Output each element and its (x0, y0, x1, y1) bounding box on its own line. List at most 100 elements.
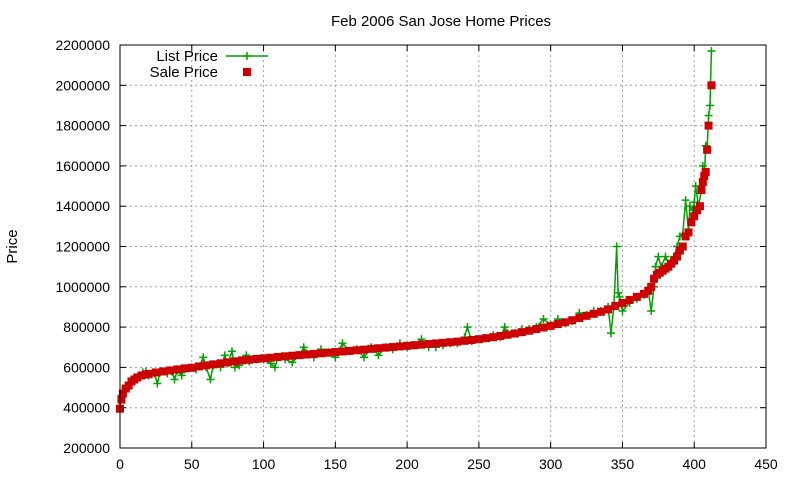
sale-price-point (417, 340, 426, 349)
sale-price-point (309, 349, 318, 358)
legend: List Price Sale Price (150, 48, 268, 81)
sale-price-point (672, 252, 681, 261)
list-price-point (685, 202, 694, 211)
sale-price-point (159, 367, 168, 376)
x-tick-label: 350 (611, 456, 635, 472)
sale-price-point (698, 178, 707, 187)
list-price-point (463, 323, 472, 332)
list-price-point (227, 347, 236, 356)
sale-price-point (338, 347, 347, 356)
sale-price-point (352, 346, 361, 355)
sale-price-point (223, 358, 232, 367)
list-price-point (606, 329, 615, 338)
sale-price-point (403, 341, 412, 350)
list-price-point (704, 111, 713, 120)
y-tick-label: 600000 (63, 359, 110, 375)
plot-frame (119, 44, 767, 449)
list-price-point (691, 182, 700, 191)
sale-price-point (281, 352, 290, 361)
sale-price-point (675, 246, 684, 255)
sale-price-point (684, 228, 693, 237)
sale-price-point (700, 171, 709, 180)
sale-price-point (482, 334, 491, 343)
list-price-point (170, 375, 179, 384)
legend-swatch-sale-price (243, 68, 251, 76)
sale-price-point (647, 282, 656, 291)
list-price-point (654, 252, 663, 261)
sale-price-point (324, 348, 333, 357)
y-tick-label: 1800000 (55, 118, 110, 134)
list-price-point (153, 379, 162, 388)
sale-price-point (517, 328, 526, 337)
sale-price-point (133, 373, 142, 382)
sale-price-point (678, 242, 687, 251)
sale-price-point (302, 350, 311, 359)
sale-price-point (596, 307, 605, 316)
list-price-point (661, 252, 670, 261)
list-price-point (500, 323, 509, 332)
list-price-point (220, 351, 229, 360)
sale-price-point (693, 206, 702, 215)
y-tick-label: 1600000 (55, 158, 110, 174)
sale-price-point (180, 364, 189, 373)
sale-price-point (453, 337, 462, 346)
list-price-point (338, 339, 347, 348)
sale-price-point (144, 369, 153, 378)
sale-price-point (252, 354, 261, 363)
sale-price-point (644, 286, 653, 295)
sale-price-point (424, 340, 433, 349)
sale-price-point (670, 256, 679, 265)
chart-title: Feb 2006 San Jose Home Prices (331, 13, 551, 30)
sale-price-point (202, 361, 211, 370)
sale-price-point (124, 381, 133, 390)
sale-price-point (118, 389, 127, 398)
sale-price-point (360, 345, 369, 354)
y-tick-label: 2200000 (55, 37, 110, 53)
sale-price-point (687, 218, 696, 227)
list-price-point (177, 371, 186, 380)
legend-swatch-list-price (226, 52, 268, 60)
list-price-line (119, 50, 713, 408)
sale-price-point (575, 314, 584, 323)
sale-price-point (639, 289, 648, 298)
sale-price-point (525, 326, 534, 335)
sale-price-point (216, 359, 225, 368)
sale-price-point (166, 366, 175, 375)
sale-price-point (695, 202, 704, 211)
list-price-point (690, 198, 699, 207)
sale-price-point (697, 186, 706, 195)
sale-price-point (374, 344, 383, 353)
x-tick-label: 200 (395, 456, 419, 472)
sale-price-point (582, 311, 591, 320)
sale-price-point (288, 351, 297, 360)
x-axis-ticks: 0 50 100 150 200 250 300 350 400 450 (116, 45, 778, 472)
legend-label-sale-price: Sale Price (150, 64, 218, 81)
sale-price-point (539, 323, 548, 332)
sale-price-point (707, 81, 716, 90)
sale-price-point (703, 145, 712, 154)
sale-price-point (316, 349, 325, 358)
y-axis-label: Price (4, 229, 21, 263)
sale-price-point (496, 331, 505, 340)
y-tick-label: 1400000 (55, 198, 110, 214)
y-axis-ticks: 200000 400000 600000 800000 1000000 1200000 14… (55, 37, 766, 456)
grid-lines (120, 45, 766, 448)
y-tick-label: 1200000 (55, 239, 110, 255)
sale-price-point (568, 316, 577, 325)
sale-price-point (395, 342, 404, 351)
sale-price-point (245, 355, 254, 364)
x-tick-label: 150 (324, 456, 348, 472)
list-price-point (614, 288, 623, 297)
sale-price-point (439, 338, 447, 347)
sale-price-point (295, 351, 304, 360)
sale-price-point (331, 348, 340, 357)
sale-price-point (589, 309, 598, 318)
sale-price-point (431, 339, 440, 348)
y-tick-label: 200000 (63, 440, 110, 456)
sale-price-point (173, 365, 182, 374)
sale-price-point (446, 338, 455, 347)
sale-price-point (625, 295, 634, 304)
list-price-point (271, 363, 280, 372)
sale-price-point (230, 357, 239, 366)
sale-price-point (681, 232, 690, 241)
